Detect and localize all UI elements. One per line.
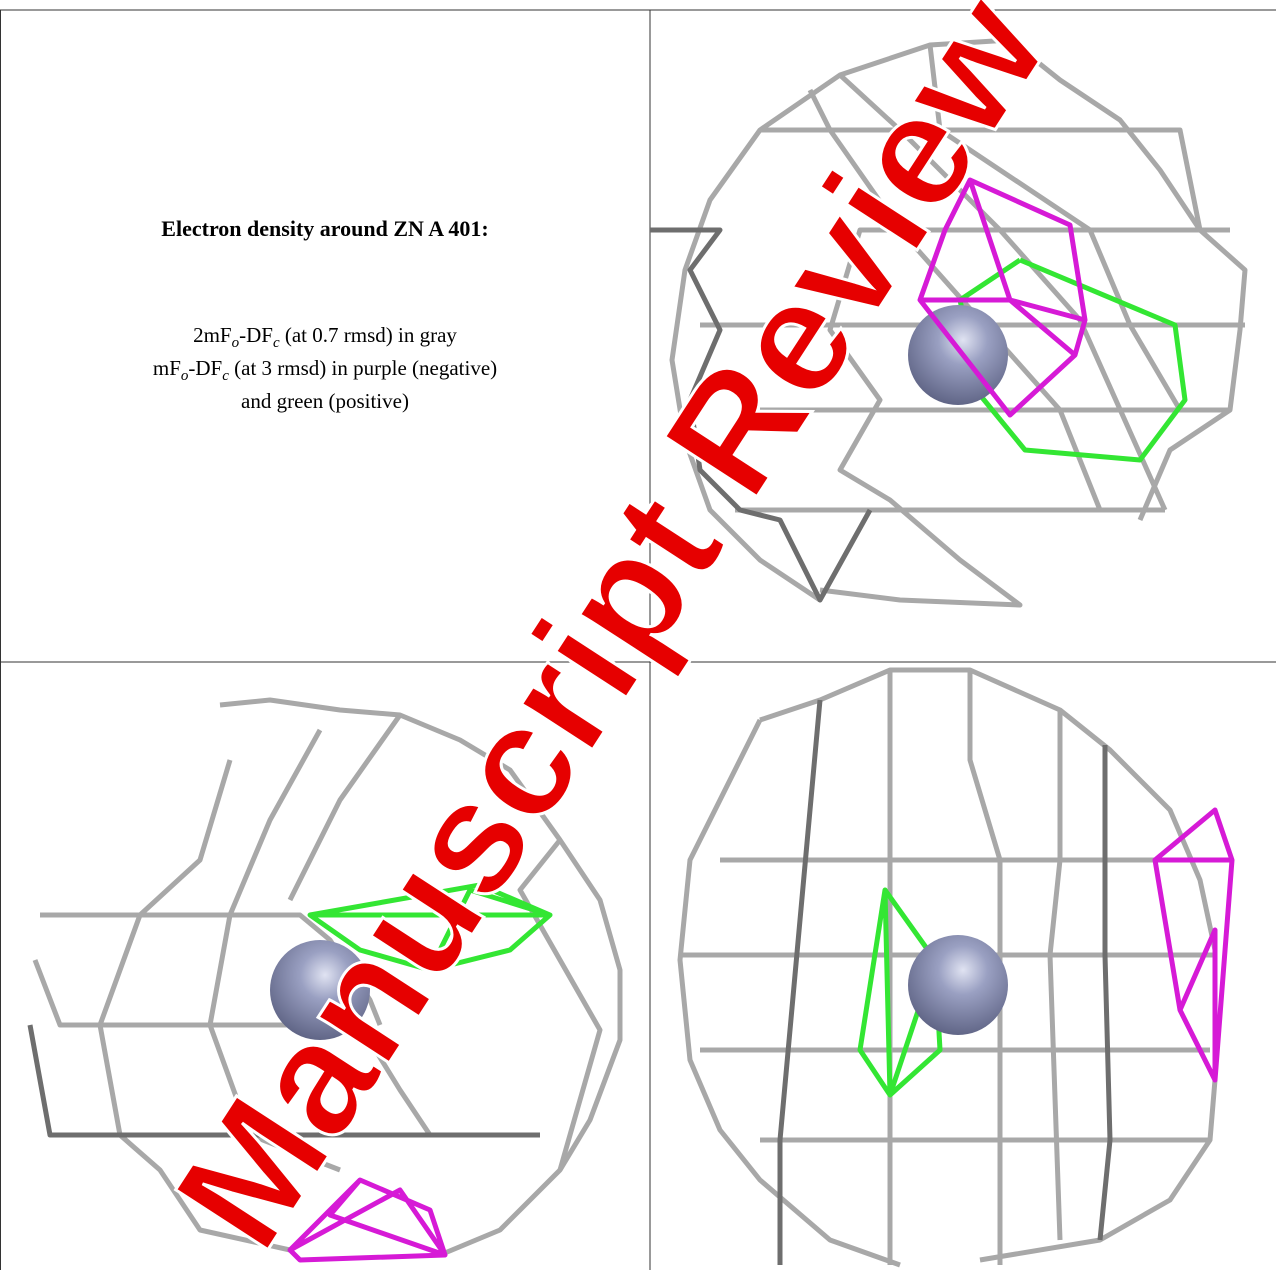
caption-text-run: -DF <box>239 323 273 347</box>
positive-density <box>307 882 553 973</box>
mesh <box>287 713 403 902</box>
mesh <box>669 37 1248 603</box>
watermark: Manuscript Review <box>140 0 1080 1270</box>
mesh <box>1097 745 1113 1241</box>
caption-text-run: and green (positive) <box>241 389 409 413</box>
mesh-view-3 <box>677 667 1235 1268</box>
caption-text: 2mFo-DFc (at 0.7 rmsd) in gray mFo-DFc (a… <box>153 323 497 413</box>
subscript: c <box>222 368 229 384</box>
mesh <box>967 670 1003 1265</box>
negative-density <box>917 177 1088 418</box>
caption-text-run: (at 0.7 rmsd) in gray <box>280 323 458 347</box>
mesh <box>777 699 823 1265</box>
mesh <box>759 667 1218 1263</box>
caption-text-run: 2mF <box>193 323 232 347</box>
caption-line: 2mFo-DFc (at 0.7 rmsd) in gray <box>193 323 457 351</box>
subscript: c <box>273 335 280 351</box>
mesh <box>219 697 623 1258</box>
caption-line: mFo-DFc (at 3 rmsd) in purple (negative) <box>153 356 497 384</box>
subscript: o <box>232 335 240 351</box>
mesh <box>927 44 1183 412</box>
mesh <box>819 227 1230 608</box>
mesh <box>97 759 291 1253</box>
zinc-atom <box>270 940 370 1040</box>
mesh <box>650 227 873 603</box>
negative-density <box>1152 807 1235 1083</box>
mesh <box>517 838 603 1171</box>
caption-text-run: mF <box>153 356 181 380</box>
mesh <box>838 73 1168 512</box>
caption-text-run: -DF <box>188 356 222 380</box>
mesh <box>677 718 901 1268</box>
zinc-atom <box>908 935 1008 1035</box>
mesh-view-1 <box>650 37 1248 608</box>
mesh <box>1047 710 1063 1241</box>
mesh <box>40 912 383 1026</box>
caption-text-run: (at 3 rmsd) in purple (negative) <box>229 356 497 380</box>
mesh-view-2 <box>27 697 623 1263</box>
subscript: o <box>181 368 189 384</box>
mesh <box>27 1024 540 1138</box>
caption-line: and green (positive) <box>241 389 409 413</box>
mesh <box>207 728 341 1173</box>
mesh <box>807 88 1103 511</box>
caption-title: Electron density around ZN A 401: <box>161 216 488 241</box>
negative-density <box>287 1177 448 1263</box>
